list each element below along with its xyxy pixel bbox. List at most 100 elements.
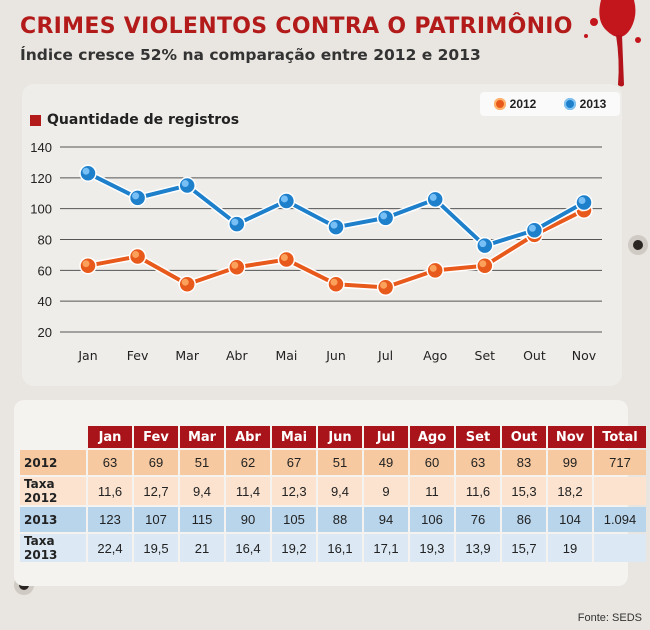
table-header-total: Total bbox=[594, 426, 646, 448]
point-highlight-2013-fev bbox=[132, 192, 140, 200]
table-cell: 19,2 bbox=[272, 534, 316, 562]
table-row-label: 2012 bbox=[20, 450, 86, 475]
point-highlight-2012-jan bbox=[82, 260, 90, 268]
point-highlight-2013-mai bbox=[280, 195, 288, 203]
x-tick-label-ago: Ago bbox=[423, 348, 447, 363]
table-row: Taxa 2013 22,4 19,5 21 16,4 19,2 16,1 17,1 19,3 1… bbox=[20, 534, 646, 562]
table-cell: 51 bbox=[318, 450, 362, 475]
table-cell: 15,7 bbox=[502, 534, 546, 562]
point-highlight-2013-jun bbox=[330, 221, 338, 229]
table-cell bbox=[594, 477, 646, 505]
table-cell: 9,4 bbox=[318, 477, 362, 505]
table-header-nov: Nov bbox=[548, 426, 592, 448]
table-cell: 51 bbox=[180, 450, 224, 475]
x-tick-label-fev: Fev bbox=[127, 348, 149, 363]
legend: 2012 2013 bbox=[480, 92, 620, 116]
chart-title: CRIMES VIOLENTOS CONTRA O PATRIMÔNIO bbox=[20, 14, 573, 39]
table-header-row: Jan Fev Mar Abr Mai Jun Jul Ago Set Out Nov Total bbox=[20, 426, 646, 448]
table-cell: 18,2 bbox=[548, 477, 592, 505]
table-cell: 17,1 bbox=[364, 534, 408, 562]
table-cell: 15,3 bbox=[502, 477, 546, 505]
table-cell: 717 bbox=[594, 450, 646, 475]
y-tick-label-40: 40 bbox=[38, 294, 52, 309]
table-cell: 11 bbox=[410, 477, 454, 505]
table-cell: 9 bbox=[364, 477, 408, 505]
legend-label-2013: 2013 bbox=[579, 97, 607, 111]
x-tick-label-mai: Mai bbox=[275, 348, 297, 363]
table-cell: 76 bbox=[456, 507, 500, 532]
point-highlight-2013-jul bbox=[380, 212, 388, 220]
table-cell: 99 bbox=[548, 450, 592, 475]
legend-item-2012: 2012 bbox=[493, 97, 536, 111]
point-highlight-2012-ago bbox=[429, 264, 437, 272]
table-cell: 69 bbox=[134, 450, 178, 475]
table-cell: 12,3 bbox=[272, 477, 316, 505]
table-row-label: 2013 bbox=[20, 507, 86, 532]
table-cell: 123 bbox=[88, 507, 132, 532]
source-note: Fonte: SEDS bbox=[577, 612, 642, 624]
point-highlight-2013-abr bbox=[231, 218, 239, 226]
table-cell: 11,6 bbox=[456, 477, 500, 505]
table-header-out: Out bbox=[502, 426, 546, 448]
line-chart: 20 40 60 80 100 120 140 Jan Fev Mar Abr Mai Jun Jul Ag… bbox=[30, 140, 602, 363]
y-tick-label-20: 20 bbox=[38, 325, 52, 340]
table-header-jan: Jan bbox=[88, 426, 132, 448]
bullet-hole-decoration bbox=[628, 235, 648, 255]
table-cell: 19 bbox=[548, 534, 592, 562]
table-row: Taxa 2012 11,6 12,7 9,4 11,4 12,3 9,4 9 11 11,6 15… bbox=[20, 477, 646, 505]
table-row-label: Taxa 2012 bbox=[20, 477, 86, 505]
table-cell: 115 bbox=[180, 507, 224, 532]
point-highlight-2013-mar bbox=[181, 180, 189, 188]
legend-item-2013: 2013 bbox=[563, 97, 607, 111]
table-header-set: Set bbox=[456, 426, 500, 448]
blood-splatter-decoration bbox=[584, 0, 641, 87]
series-label-marker bbox=[30, 114, 41, 126]
table-cell: 83 bbox=[502, 450, 546, 475]
data-table: Jan Fev Mar Abr Mai Jun Jul Ago Set Out Nov Total 2… bbox=[18, 424, 648, 564]
table-header-mar: Mar bbox=[180, 426, 224, 448]
point-highlight-2012-mar bbox=[181, 278, 189, 286]
table-cell: 63 bbox=[456, 450, 500, 475]
point-highlight-2012-abr bbox=[231, 261, 239, 269]
table-cell: 19,3 bbox=[410, 534, 454, 562]
legend-marker-2012 bbox=[493, 98, 506, 110]
point-highlight-2012-jun bbox=[330, 278, 338, 286]
series-label: Quantidade de registros bbox=[30, 112, 239, 128]
table-row: 2013 123 107 115 90 105 88 94 106 76 86 104 1.094 bbox=[20, 507, 646, 532]
table-cell: 105 bbox=[272, 507, 316, 532]
point-highlight-2013-out bbox=[528, 224, 536, 232]
table-cell: 86 bbox=[502, 507, 546, 532]
table-cell bbox=[594, 534, 646, 562]
y-tick-label-60: 60 bbox=[38, 263, 52, 278]
point-highlight-2012-jul bbox=[380, 281, 388, 289]
table-cell: 12,7 bbox=[134, 477, 178, 505]
legend-marker-2013 bbox=[563, 98, 576, 110]
y-tick-label-80: 80 bbox=[38, 233, 52, 248]
table-cell: 19,5 bbox=[134, 534, 178, 562]
table-cell: 107 bbox=[134, 507, 178, 532]
table-row-label: Taxa 2013 bbox=[20, 534, 86, 562]
point-highlight-2013-nov bbox=[578, 197, 586, 204]
x-tick-label-jun: Jun bbox=[325, 348, 346, 363]
table-cell: 67 bbox=[272, 450, 316, 475]
table-cell: 21 bbox=[180, 534, 224, 562]
point-highlight-2012-fev bbox=[132, 250, 140, 258]
table-cell: 11,4 bbox=[226, 477, 270, 505]
table-row: 2012 63 69 51 62 67 51 49 60 63 83 99 717 bbox=[20, 450, 646, 475]
x-tick-label-set: Set bbox=[475, 348, 496, 363]
y-tick-label-100: 100 bbox=[30, 202, 52, 217]
point-highlight-2012-set bbox=[479, 260, 487, 268]
table-cell: 13,9 bbox=[456, 534, 500, 562]
x-tick-label-out: Out bbox=[523, 348, 546, 363]
table-cell: 104 bbox=[548, 507, 592, 532]
table-header-mai: Mai bbox=[272, 426, 316, 448]
point-highlight-2013-jan bbox=[82, 167, 90, 175]
table-cell: 88 bbox=[318, 507, 362, 532]
table-header-jul: Jul bbox=[364, 426, 408, 448]
x-tick-label-jul: Jul bbox=[377, 348, 393, 363]
table-corner bbox=[20, 426, 86, 448]
table-header-abr: Abr bbox=[226, 426, 270, 448]
table-header-fev: Fev bbox=[134, 426, 178, 448]
table-cell: 16,1 bbox=[318, 534, 362, 562]
table-cell: 22,4 bbox=[88, 534, 132, 562]
